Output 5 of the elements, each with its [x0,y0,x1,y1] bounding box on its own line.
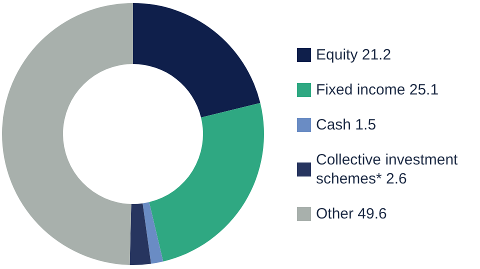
legend-label: Other 49.6 [316,206,387,222]
legend-label: Equity 21.2 [316,46,392,64]
legend-label: Cash 1.5 [316,116,376,134]
legend-label: Collective investment schemes* 2.6 [316,152,462,188]
legend-label: Fixed income 25.1 [316,82,439,98]
